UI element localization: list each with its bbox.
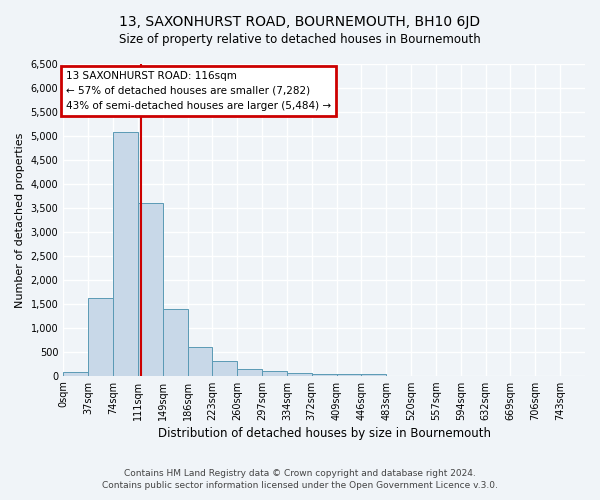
Bar — [312, 374, 337, 376]
Y-axis label: Number of detached properties: Number of detached properties — [15, 132, 25, 308]
Text: 13 SAXONHURST ROAD: 116sqm
← 57% of detached houses are smaller (7,282)
43% of s: 13 SAXONHURST ROAD: 116sqm ← 57% of deta… — [66, 71, 331, 111]
Bar — [188, 347, 212, 376]
Bar — [237, 370, 262, 376]
Bar — [63, 372, 88, 376]
Bar — [262, 372, 287, 376]
Bar — [287, 374, 312, 376]
Bar — [113, 132, 138, 376]
Bar — [88, 298, 113, 376]
Bar — [361, 374, 386, 376]
Bar — [138, 203, 163, 376]
Text: Size of property relative to detached houses in Bournemouth: Size of property relative to detached ho… — [119, 32, 481, 46]
X-axis label: Distribution of detached houses by size in Bournemouth: Distribution of detached houses by size … — [158, 427, 491, 440]
Text: Contains public sector information licensed under the Open Government Licence v.: Contains public sector information licen… — [102, 481, 498, 490]
Bar — [337, 374, 361, 376]
Bar — [212, 362, 237, 376]
Text: 13, SAXONHURST ROAD, BOURNEMOUTH, BH10 6JD: 13, SAXONHURST ROAD, BOURNEMOUTH, BH10 6… — [119, 15, 481, 29]
Bar — [163, 308, 188, 376]
Text: Contains HM Land Registry data © Crown copyright and database right 2024.: Contains HM Land Registry data © Crown c… — [124, 468, 476, 477]
